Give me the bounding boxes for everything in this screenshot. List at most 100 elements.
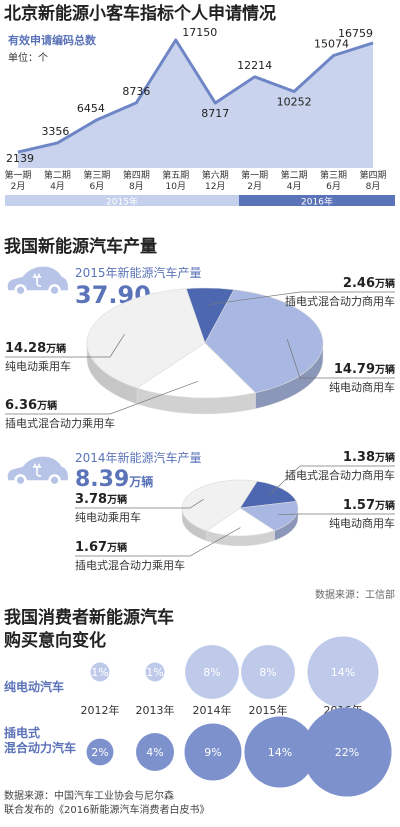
slice-value: 2.46万辆 — [343, 276, 395, 291]
bubble-label: 14% — [268, 746, 292, 759]
slice-unit: 万辆 — [45, 342, 66, 355]
x-tick-label: 2012年 — [81, 703, 120, 717]
slice-label: 纯电动乘用车 — [75, 510, 141, 524]
year-label: 2015年 — [106, 196, 138, 208]
slice-value: 1.38万辆 — [343, 450, 395, 465]
slice-unit: 万辆 — [374, 277, 395, 290]
leader-line — [278, 513, 395, 516]
x-tick-label: 第五期 10月 — [162, 171, 190, 192]
chart-title: 我国消费者新能源汽车 购买意向变化 — [4, 608, 174, 651]
line — [17, 38, 374, 154]
slice-label: 插电式混合动力商用车 — [285, 468, 395, 482]
slice-number: 1.67 — [75, 540, 107, 555]
pie-slice — [239, 480, 297, 509]
subtitle: 有效申请编码总数 — [8, 33, 97, 47]
x-tick-label: 2014年 — [193, 703, 232, 717]
slice-unit: 万辆 — [374, 451, 395, 464]
slice-label: 插电式混合动力商用车 — [285, 294, 395, 308]
x-tick-label: 第三期 6月 — [83, 171, 111, 192]
bubble — [302, 707, 392, 797]
leader-line — [208, 291, 395, 305]
legend-label: 纯电动汽车 — [4, 680, 65, 694]
slice-value: 6.36万辆 — [5, 398, 57, 413]
area-fill — [18, 40, 373, 168]
car-icon — [6, 265, 69, 298]
slice-number: 2.46 — [343, 276, 375, 291]
slice-value: 14.79万辆 — [334, 362, 395, 377]
value-label: 15074 — [314, 37, 349, 50]
x-tick-label: 第四期 8月 — [122, 171, 150, 192]
leader-line — [5, 381, 199, 415]
x-tick-label: 2013年 — [136, 703, 175, 717]
slice-label: 插电式混合动力乘用车 — [5, 416, 115, 430]
x-tick-label: 第二期 4月 — [280, 171, 308, 192]
bubble — [241, 645, 295, 699]
pie-slice — [205, 507, 276, 537]
leader-line — [5, 334, 125, 358]
chart-title: 北京新能源小客车指标个人申请情况 — [4, 3, 276, 24]
slice-value: 3.78万辆 — [75, 492, 127, 507]
year-band — [239, 195, 395, 206]
slice-number: 1.38 — [343, 450, 375, 465]
value-label: 12214 — [237, 59, 272, 72]
bubble-label: 9% — [204, 746, 221, 759]
bubble-label: 8% — [203, 666, 220, 679]
value-label: 3356 — [41, 125, 69, 138]
slice-label: 纯电动乘用车 — [5, 359, 71, 373]
slice-unit: 万辆 — [374, 363, 395, 376]
value-label: 8736 — [122, 85, 150, 98]
legend-label: 插电式 混合动力汽车 — [4, 726, 77, 755]
bubble — [244, 716, 316, 788]
slice-value: 1.67万辆 — [75, 540, 127, 555]
bubble — [184, 723, 242, 781]
slice-number: 1.57 — [343, 498, 375, 513]
total-value: 8.39 — [75, 467, 129, 492]
total-unit: 万辆 — [128, 474, 153, 489]
leader-line — [286, 339, 395, 379]
year-band — [5, 195, 239, 206]
slice-number: 14.28 — [5, 341, 46, 356]
leader-line — [75, 527, 241, 557]
total: 8.39万辆 — [75, 467, 153, 492]
bubble — [185, 645, 239, 699]
car-icon — [6, 455, 69, 488]
x-tick-label: 第一期 2月 — [241, 171, 269, 192]
pie-slice — [86, 288, 206, 389]
slice-number: 6.36 — [5, 398, 37, 413]
x-tick-label: 第二期 4月 — [43, 171, 71, 192]
bubble-label: 1% — [146, 666, 163, 679]
bubble — [136, 733, 174, 771]
bubble-label: 4% — [146, 746, 163, 759]
bubble-label: 8% — [259, 666, 276, 679]
pie-slice — [136, 342, 256, 399]
slice-unit: 万辆 — [106, 541, 127, 554]
slice-unit: 万辆 — [36, 399, 57, 412]
value-label: 17150 — [182, 26, 217, 39]
bubble-label: 1% — [91, 666, 108, 679]
bubble-label: 14% — [331, 666, 355, 679]
bubble — [307, 636, 379, 708]
source: 数据来源：工信部 — [315, 588, 395, 601]
slice-number: 14.79 — [334, 362, 375, 377]
leader-line — [75, 499, 204, 509]
x-tick-label: 第四期 8月 — [359, 171, 387, 192]
slice-value: 14.28万辆 — [5, 341, 66, 356]
x-tick-label: 2015年 — [249, 703, 288, 717]
slice-label: 插电式混合动力乘用车 — [75, 558, 185, 572]
x-tick-label: 第一期 2月 — [4, 171, 32, 192]
value-label: 10252 — [277, 95, 312, 108]
slice-value: 1.57万辆 — [343, 498, 395, 513]
bubble-label: 22% — [335, 746, 359, 759]
bubble — [90, 662, 110, 682]
headline: 2015年新能源汽车产量 — [75, 265, 202, 280]
bubble-label: 2% — [91, 746, 108, 759]
year-label: 2016年 — [301, 196, 333, 208]
slice-unit: 万辆 — [106, 493, 127, 506]
value-label: 16759 — [338, 27, 373, 40]
unit-label: 单位：个 — [8, 51, 48, 64]
slice-unit: 万辆 — [374, 499, 395, 512]
bubble — [86, 738, 114, 766]
slice-label: 纯电动商用车 — [329, 380, 395, 394]
source: 数据来源：中国汽车工业协会与尼尔森 联合发布的《2016新能源汽车消费者白皮书》 — [4, 791, 210, 816]
